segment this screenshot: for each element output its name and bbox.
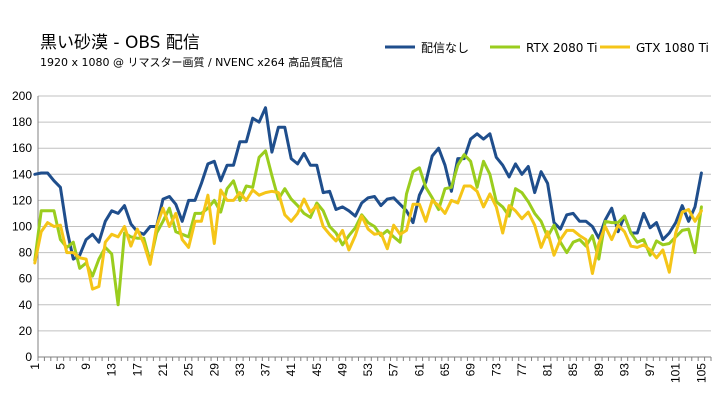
y-tick-label: 60: [19, 272, 33, 286]
x-tick-label: 61: [412, 363, 426, 377]
y-tick-label: 20: [19, 324, 33, 338]
x-tick-label: 85: [566, 363, 580, 377]
y-tick-label: 80: [19, 246, 33, 260]
x-tick-label: 57: [387, 363, 401, 377]
x-tick-label: 105: [694, 363, 708, 383]
legend: 配信なし RTX 2080 Ti GTX 1080 Ti: [385, 41, 709, 55]
y-axis: 0 20 40 60 80 100 120 140 160 180 200: [12, 89, 32, 364]
x-tick-label: 29: [207, 363, 221, 377]
legend-label: RTX 2080 Ti: [526, 41, 597, 55]
legend-label: GTX 1080 Ti: [636, 41, 709, 55]
x-tick-label: 17: [130, 363, 144, 377]
x-tick-label: 77: [515, 363, 529, 377]
x-tick-label: 9: [79, 363, 93, 370]
y-tick-label: 140: [12, 167, 32, 181]
y-tick-label: 160: [12, 141, 32, 155]
y-tick-label: 0: [25, 350, 32, 364]
series-line: [33, 106, 703, 261]
x-tick-label: 81: [541, 363, 555, 377]
x-tick-label: 69: [464, 363, 478, 377]
x-tick-label: 13: [105, 363, 119, 377]
x-tick-label: 5: [53, 363, 67, 370]
series-lines: [33, 106, 703, 307]
y-tick-label: 100: [12, 220, 32, 234]
x-tick-label: 97: [643, 363, 657, 377]
x-tick-label: 37: [259, 363, 273, 377]
chart-subtitle: 1920 x 1080 @ リマスター画質 / NVENC x264 高品質配信: [40, 55, 343, 69]
y-tick-label: 200: [12, 89, 32, 103]
x-tick-label: 33: [233, 363, 247, 377]
x-tick-label: 93: [617, 363, 631, 377]
x-tick-label: 21: [156, 363, 170, 377]
x-tick-label: 53: [361, 363, 375, 377]
x-tick-label: 73: [489, 363, 503, 377]
x-tick-label: 45: [310, 363, 324, 377]
x-tick-label: 101: [669, 363, 683, 383]
x-tick-label: 65: [438, 363, 452, 377]
x-tick-label: 49: [335, 363, 349, 377]
y-tick-label: 120: [12, 193, 32, 207]
x-tick-label: 1: [28, 363, 42, 370]
x-tick-label: 25: [182, 363, 196, 377]
series-line: [33, 184, 703, 291]
legend-label: 配信なし: [421, 41, 469, 55]
y-tick-label: 40: [19, 298, 33, 312]
y-tick-label: 180: [12, 115, 32, 129]
x-tick-label: 41: [284, 363, 298, 377]
x-tick-label: 89: [592, 363, 606, 377]
chart-title: 黒い砂漠 - OBS 配信: [40, 33, 200, 53]
